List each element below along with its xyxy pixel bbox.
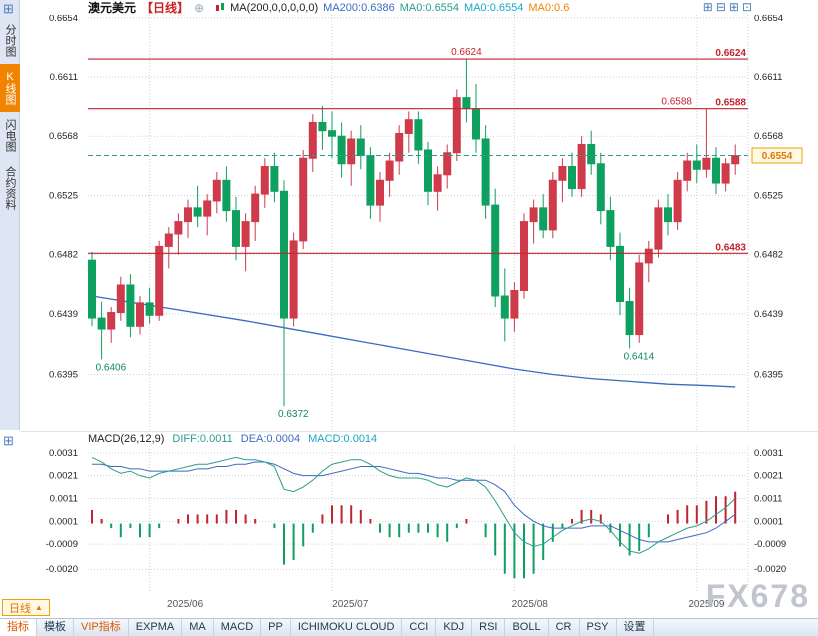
toolbar-tab-10[interactable]: RSI (472, 619, 506, 636)
toolbar-tab-5[interactable]: MACD (214, 619, 262, 636)
svg-text:0.6395: 0.6395 (49, 370, 78, 381)
svg-text:0.6525: 0.6525 (49, 190, 78, 201)
ma0-value-3: MA0:0.6 (528, 1, 570, 14)
svg-text:0.6439: 0.6439 (754, 309, 783, 320)
toolbar-tab-3[interactable]: EXPMA (129, 619, 183, 636)
svg-text:-0.0020: -0.0020 (754, 564, 786, 575)
svg-text:0.0011: 0.0011 (754, 493, 782, 504)
svg-text:0.6588: 0.6588 (661, 97, 692, 108)
ma0-value-2: MA0:0.6554 (464, 1, 524, 14)
macd-macd-value: MACD:0.0014 (308, 433, 378, 445)
toolbar-tab-9[interactable]: KDJ (436, 619, 473, 636)
svg-text:0.6568: 0.6568 (49, 131, 78, 142)
toolbar-tab-2[interactable]: VIP指标 (74, 619, 129, 636)
toolbar-tab-4[interactable]: MA (182, 619, 214, 636)
ma-config-label: MA(200,0,0,0,0,0) (230, 1, 319, 14)
sidebar-tab-contract-info[interactable]: 合约资料 (4, 166, 16, 210)
macd-chart[interactable]: 0.0031 0.0031 0.0021 0.0021 0.0011 0.0011 0.00… (20, 446, 818, 592)
layout-single-icon[interactable]: ⊡ (741, 0, 752, 14)
svg-text:0.0001: 0.0001 (49, 516, 78, 527)
ma0-value-1: MA0:0.6554 (399, 1, 460, 14)
period-button-label: 日线 (9, 602, 31, 615)
toolbar-tab-8[interactable]: CCI (402, 619, 437, 636)
svg-text:0.6525: 0.6525 (754, 190, 783, 201)
svg-text:0.0031: 0.0031 (49, 448, 78, 459)
svg-text:-0.0009: -0.0009 (754, 539, 786, 550)
x-axis-label: 2025/07 (332, 599, 369, 610)
candle-style-icon[interactable] (215, 2, 225, 13)
main-chart[interactable]: 0.6654 0.6654 0.6611 0.6611 0.6568 0.6568 0.65… (20, 15, 818, 431)
period-label: 【日线】 (141, 1, 190, 15)
layout-split-icon[interactable]: ⊟ (715, 0, 726, 14)
symbol-name: 澳元美元 (88, 1, 137, 15)
sidebar-tab-time-chart[interactable]: 分时图 (4, 24, 16, 57)
svg-text:0.0011: 0.0011 (50, 493, 78, 504)
toolbar-tab-6[interactable]: PP (261, 619, 291, 636)
macd-title: MACD(26,12,9) (88, 433, 165, 445)
svg-text:0.6611: 0.6611 (50, 72, 78, 83)
svg-text:0.0031: 0.0031 (754, 448, 783, 459)
svg-text:0.6624: 0.6624 (715, 48, 746, 59)
x-axis: 2025/06 2025/07 2025/08 2025/09 (20, 596, 818, 614)
svg-text:0.6611: 0.6611 (754, 72, 782, 83)
arrow-up-icon: ▲ (35, 603, 43, 612)
layout-grid-icon[interactable]: ⊞ (728, 0, 739, 14)
svg-text:0.6439: 0.6439 (49, 309, 78, 320)
svg-text:0.6588: 0.6588 (715, 98, 746, 109)
period-button[interactable]: 日线 ▲ (2, 599, 50, 616)
svg-text:0.6554: 0.6554 (762, 151, 793, 162)
svg-text:0.6414: 0.6414 (624, 351, 655, 362)
bottom-toolbar: 指标 模板 VIP指标 EXPMA MA MACD PP ICHIMOKU CLOUD CCI K… (0, 618, 818, 636)
sidebar-tab-lightning-chart[interactable]: 闪电图 (4, 119, 16, 152)
svg-text:0.6654: 0.6654 (49, 15, 78, 24)
toolbar-tab-12[interactable]: CR (549, 619, 580, 636)
svg-text:0.6395: 0.6395 (754, 370, 783, 381)
svg-text:-0.0009: -0.0009 (46, 539, 78, 550)
toolbar-tab-13[interactable]: PSY (580, 619, 617, 636)
x-axis-label: 2025/06 (167, 599, 204, 610)
x-axis-label: 2025/08 (511, 599, 548, 610)
svg-text:0.6406: 0.6406 (96, 362, 127, 373)
layout-icons: ⊞ ⊟ ⊞ ⊡ (703, 0, 752, 14)
sidebar: 分时图 K线图 闪电图 合约资料 (0, 0, 20, 430)
svg-text:0.6483: 0.6483 (715, 242, 746, 253)
svg-text:0.0001: 0.0001 (754, 516, 783, 527)
toolbar-tab-14[interactable]: 设置 (617, 619, 654, 636)
svg-text:0.6568: 0.6568 (754, 131, 783, 142)
add-indicator-icon[interactable]: ⊕ (194, 0, 205, 15)
svg-text:0.6482: 0.6482 (754, 250, 783, 261)
svg-text:0.6482: 0.6482 (49, 250, 78, 261)
x-axis-label: 2025/09 (688, 599, 725, 610)
grid-icon[interactable]: ⊞ (3, 1, 14, 16)
panel-grid-icon[interactable]: ⊞ (3, 433, 14, 448)
svg-text:0.6624: 0.6624 (451, 47, 482, 58)
svg-text:0.6654: 0.6654 (754, 15, 783, 24)
topbar: 澳元美元 【日线】 ⊕ MA(200,0,0,0,0,0) MA200:0.63… (20, 0, 818, 16)
toolbar-tab-7[interactable]: ICHIMOKU CLOUD (291, 619, 403, 636)
ma200-value: MA200:0.6386 (323, 1, 395, 14)
macd-header: MACD(26,12,9) DIFF:0.0011 DEA:0.0004 MAC… (20, 431, 818, 446)
macd-diff-value: DIFF:0.0011 (172, 433, 233, 445)
svg-text:-0.0020: -0.0020 (46, 564, 78, 575)
toolbar-tab-1[interactable]: 模板 (37, 619, 74, 636)
macd-dea-value: DEA:0.0004 (240, 433, 301, 445)
svg-text:0.0021: 0.0021 (754, 471, 783, 482)
svg-text:0.6372: 0.6372 (278, 409, 309, 420)
toolbar-tab-0[interactable]: 指标 (0, 619, 37, 636)
sidebar-tab-kline-chart[interactable]: K线图 (0, 64, 20, 112)
svg-text:0.0021: 0.0021 (49, 471, 78, 482)
toolbar-tab-11[interactable]: BOLL (505, 619, 549, 636)
layout-quad-icon[interactable]: ⊞ (702, 0, 713, 14)
